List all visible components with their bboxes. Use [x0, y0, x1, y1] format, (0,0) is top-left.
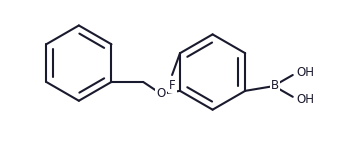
Text: OH: OH [297, 66, 315, 79]
Text: OH: OH [297, 93, 315, 106]
Text: O: O [157, 87, 166, 100]
Text: F: F [169, 79, 175, 92]
Text: B: B [271, 79, 279, 92]
